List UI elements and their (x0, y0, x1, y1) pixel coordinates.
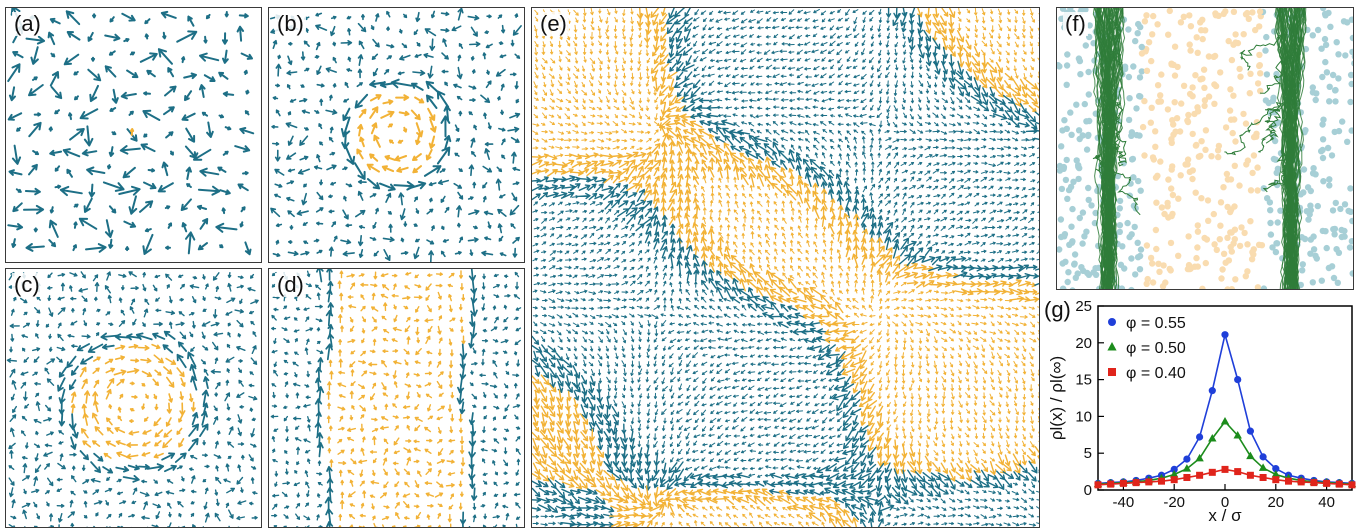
panel-a-arrow-field (7, 8, 255, 256)
panel-e-label: (e) (538, 11, 569, 36)
data-point (1323, 479, 1331, 487)
y-tick-label: 5 (1084, 445, 1092, 462)
legend-marker (1107, 342, 1117, 351)
data-point (1170, 470, 1179, 478)
panel-e-large-system-velocity-field: (e) (531, 7, 1040, 528)
x-tick-label: 0 (1221, 494, 1229, 511)
data-point (1119, 479, 1127, 487)
y-tick-label: 10 (1075, 408, 1092, 425)
series-line-1 (1097, 420, 1353, 485)
panel-d-band-phase: (d) (268, 268, 525, 528)
data-point (1208, 387, 1216, 395)
data-point (1107, 480, 1115, 488)
data-point (1183, 473, 1191, 481)
data-point (1234, 376, 1242, 384)
data-point (1246, 471, 1254, 479)
data-point (1158, 477, 1165, 485)
data-point (1220, 417, 1230, 425)
data-point (1221, 331, 1229, 339)
data-point (1208, 433, 1217, 442)
panel-d-label: (d) (275, 272, 306, 297)
data-point (1335, 480, 1343, 488)
data-point (1182, 464, 1192, 472)
panel-c-vortex-growth: (c) (5, 268, 262, 528)
data-point (1170, 476, 1178, 484)
panel-f-tracer-trajectories: (f) (1056, 7, 1354, 290)
panel-c-label: (c) (12, 272, 42, 297)
x-axis-label: x / σ (1208, 506, 1242, 523)
legend-label: φ = 0.55 (1126, 315, 1186, 332)
legend-marker (1108, 368, 1116, 376)
data-point (1170, 465, 1178, 473)
panel-f-trajectory-plot (1057, 8, 1353, 289)
data-point (1271, 470, 1280, 478)
data-point (1196, 471, 1204, 479)
data-point (1145, 478, 1153, 486)
panel-a-label: (a) (12, 11, 43, 36)
data-point (1132, 479, 1140, 487)
y-tick-label: 0 (1084, 482, 1092, 499)
data-point (1246, 427, 1254, 435)
legend-marker (1108, 318, 1116, 326)
panel-b-label: (b) (275, 11, 306, 36)
y-tick-label: 15 (1075, 372, 1092, 389)
data-point (1221, 465, 1229, 473)
data-point (1259, 473, 1267, 481)
data-point (1246, 451, 1255, 460)
data-point (1195, 453, 1204, 462)
data-point (1285, 477, 1292, 485)
panel-b-arrow-field (269, 8, 522, 262)
data-point (1208, 468, 1216, 476)
data-point (1094, 481, 1102, 489)
x-tick-label: -40 (1113, 494, 1135, 511)
panel-f-label: (f) (1063, 11, 1088, 36)
y-tick-label: 20 (1075, 335, 1092, 352)
data-point (1310, 479, 1318, 487)
panel-d-arrow-field (270, 269, 522, 527)
density-profile-svg: -40 -20 0 20 40 0 5 10 15 20 25 x / σ ρl(x) / ρl(∞) φ… (1047, 298, 1357, 523)
legend-label: φ = 0.40 (1126, 365, 1186, 382)
series-line-0 (1097, 334, 1353, 485)
data-point (1233, 431, 1242, 439)
x-tick-label: 40 (1318, 494, 1335, 511)
y-axis-label: ρl(x) / ρl(∞) (1047, 356, 1066, 440)
panel-c-arrow-field (6, 271, 259, 527)
data-point (1259, 453, 1267, 461)
panel-b-vortex-nucleation: (b) (268, 7, 525, 263)
x-tick-label: -20 (1163, 494, 1185, 511)
data-point (1258, 463, 1268, 471)
data-point (1183, 455, 1191, 463)
panel-a-active-particle-velocity-field: (a) (5, 7, 262, 263)
panel-e-arrow-field (532, 8, 1039, 527)
x-tick-label: 20 (1267, 494, 1284, 511)
data-point (1348, 481, 1356, 489)
data-point (1196, 433, 1204, 441)
data-point (1272, 465, 1280, 473)
legend-label: φ = 0.50 (1126, 340, 1186, 357)
y-tick-label: 25 (1075, 298, 1092, 315)
panel-g-density-profile-chart: -40 -20 0 20 40 0 5 10 15 20 25 x / σ ρl(x) / ρl(∞) φ… (1040, 292, 1363, 523)
data-point (1234, 468, 1242, 476)
data-point (1297, 478, 1305, 486)
data-point (1272, 476, 1280, 484)
panel-g-label: (g) (1044, 297, 1071, 322)
